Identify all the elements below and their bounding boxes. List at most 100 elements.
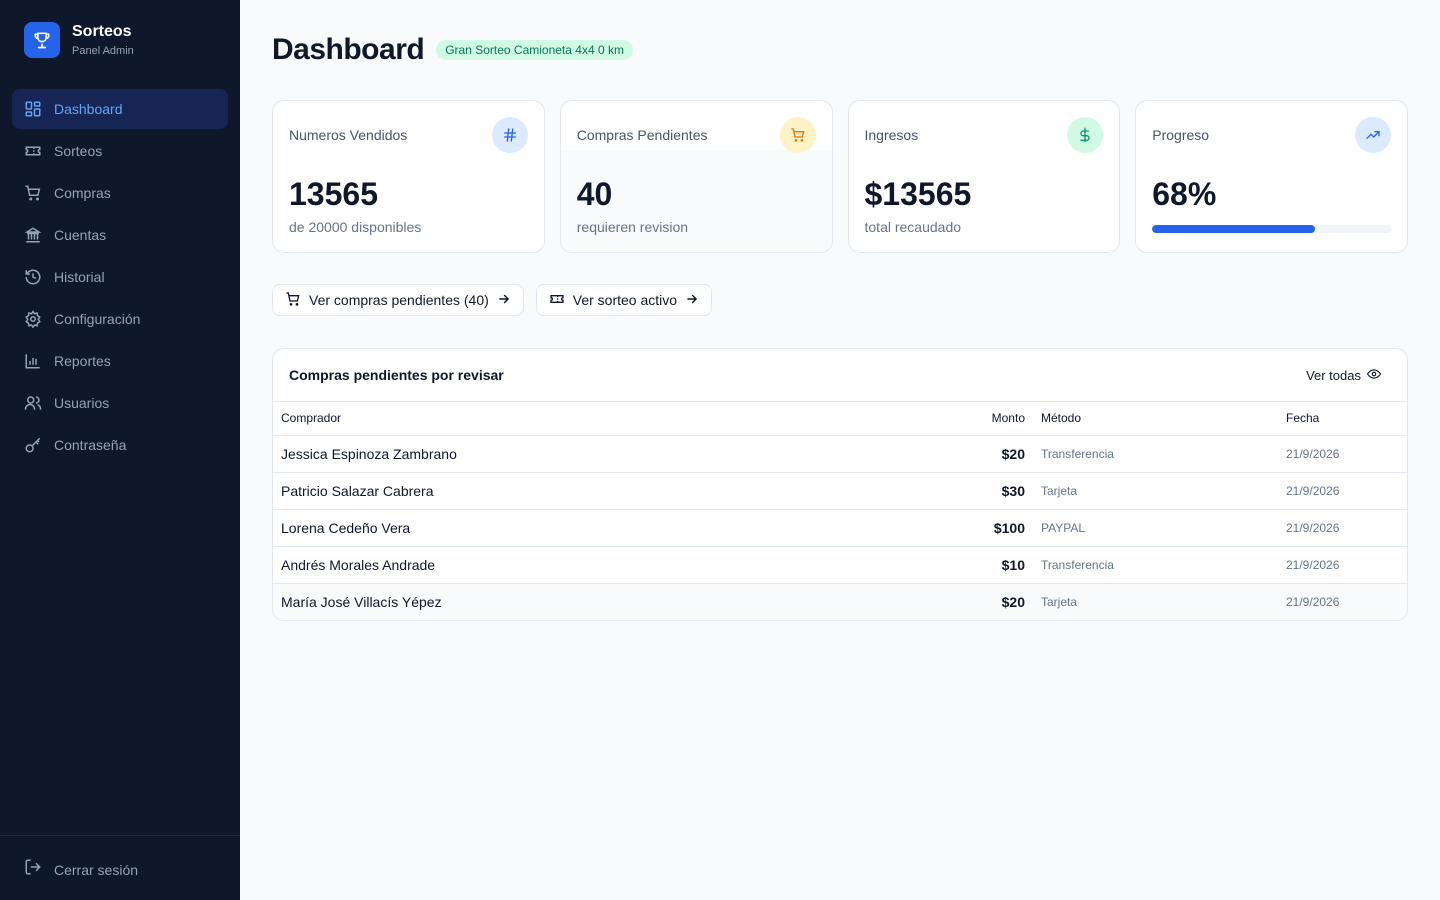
column-header-buyer[interactable]: Comprador [273,402,945,436]
stat-value: 13565 [289,176,378,212]
stat-label: Numeros Vendidos [289,127,408,143]
arrow-right-icon [685,292,699,309]
button-label: Ver compras pendientes (40) [309,292,489,308]
buyer-cell: Patricio Salazar Cabrera [273,472,945,510]
method-cell: Tarjeta [1033,472,1278,510]
sidebar-item-label: Dashboard [54,101,123,117]
sidebar-item-compras[interactable]: Compras [12,173,228,213]
gear-icon [24,310,42,328]
sidebar-item-reportes[interactable]: Reportes [12,341,228,381]
stat-card-pending-purchases[interactable]: Compras Pendientes 40 requieren revision [559,100,833,253]
eye-icon [1366,367,1382,384]
method-cell: PAYPAL [1033,509,1278,547]
sidebar-footer: Cerrar sesión [0,835,240,900]
progress-bar [1152,225,1393,233]
bank-icon [24,226,42,244]
sidebar-item-label: Sorteos [54,143,103,159]
method-cell: Transferencia [1033,546,1278,584]
table-row[interactable]: Patricio Salazar Cabrera $30 Tarjeta 21/… [273,472,1407,510]
table-header-row: Comprador Monto Método Fecha [273,402,1407,436]
active-raffle-badge: Gran Sorteo Camioneta 4x4 0 km [436,40,633,60]
view-all-button[interactable]: Ver todas [1296,363,1391,388]
date-cell: 21/9/2026 [1278,435,1407,473]
stat-card-progress: Progreso 68% [1135,100,1408,253]
sidebar-item-dashboard[interactable]: Dashboard [12,89,228,129]
buyer-cell: María José Villacís Yépez [281,593,442,610]
sidebar-item-contrasena[interactable]: Contraseña [12,425,228,465]
date-cell: 21/9/2026 [1286,594,1340,609]
button-label: Ver sorteo activo [572,292,678,308]
stat-label: Ingresos [864,127,919,143]
amount-cell: $30 [945,472,1033,510]
amount-cell: $100 [945,509,1033,547]
sidebar-item-cuentas[interactable]: Cuentas [12,215,228,255]
view-pending-purchases-button[interactable]: Ver compras pendientes (40) [272,284,524,316]
cart-icon [779,117,816,153]
logout-icon [24,858,42,881]
sidebar-nav: Dashboard Sorteos Compras Cuentas Histor… [12,89,228,467]
sidebar-item-historial[interactable]: Historial [12,257,228,297]
buyer-cell: Andrés Morales Andrade [273,546,945,584]
stat-label: Progreso [1152,127,1210,143]
table-row[interactable]: Lorena Cedeño Vera $100 PAYPAL 21/9/2026 [273,509,1407,547]
sidebar-item-label: Usuarios [54,395,110,411]
method-cell: Transferencia [1033,435,1278,473]
column-header-method[interactable]: Método [1033,402,1278,436]
purchases-table: Comprador Monto Método Fecha Jessica Esp… [273,402,1407,620]
brand-subtitle: Panel Admin [72,44,134,57]
buyer-cell: Lorena Cedeño Vera [273,509,945,547]
brand-title: Sorteos [72,22,132,40]
pending-purchases-table: Compras pendientes por revisar Ver todas… [272,348,1408,621]
date-cell: 21/9/2026 [1278,546,1407,584]
trophy-icon [24,22,60,58]
stat-value: 40 [576,176,613,212]
arrow-right-icon [497,292,511,309]
bar-chart-icon [24,352,42,370]
date-cell: 21/9/2026 [1278,509,1407,547]
page-header: Dashboard Gran Sorteo Camioneta 4x4 0 km [272,32,633,68]
ticket-icon [549,291,565,310]
stat-value: $13565 [864,176,972,212]
stat-card-revenue: Ingresos $13565 total recaudado [847,100,1121,253]
date-cell: 21/9/2026 [1278,472,1407,510]
button-label: Ver todas [1306,367,1361,383]
table-row[interactable]: Andrés Morales Andrade $10 Transferencia… [273,546,1407,584]
sidebar-item-label: Compras [54,185,111,201]
main-content: Dashboard Gran Sorteo Camioneta 4x4 0 km… [240,0,1440,900]
page-title: Dashboard [272,33,425,66]
view-active-raffle-button[interactable]: Ver sorteo activo [535,284,713,316]
stat-value: 68% [1152,176,1217,212]
sidebar-item-usuarios[interactable]: Usuarios [12,383,228,423]
amount-cell: $20 [1001,593,1025,610]
table-row[interactable]: Jessica Espinoza Zambrano $20 Transferen… [273,435,1407,473]
history-icon [24,268,42,286]
trending-up-icon [1355,117,1391,153]
logout-label: Cerrar sesión [54,861,139,878]
table-title: Compras pendientes por revisar [289,367,504,383]
sidebar-item-label: Contraseña [54,437,127,453]
stat-subtext: de 20000 disponibles [289,219,422,235]
logout-button[interactable]: Cerrar sesión [24,858,138,881]
column-header-amount[interactable]: Monto [945,402,1033,436]
sidebar-item-label: Configuración [54,311,141,327]
stat-card-sold-numbers: Numeros Vendidos 13565 de 20000 disponib… [272,100,545,253]
sidebar-item-configuracion[interactable]: Configuración [12,299,228,339]
sidebar-item-label: Historial [54,269,105,285]
cart-icon [24,184,42,202]
sidebar-item-label: Reportes [54,353,111,369]
users-icon [24,394,42,412]
ticket-icon [24,142,42,160]
stat-label: Compras Pendientes [576,127,708,143]
stat-subtext: total recaudado [864,219,962,235]
sidebar: Sorteos Panel Admin Dashboard Sorteos Co… [0,0,240,900]
sidebar-item-sorteos[interactable]: Sorteos [12,131,228,171]
column-header-date[interactable]: Fecha [1278,402,1407,436]
key-icon [24,436,42,454]
table-row[interactable]: María José Villacís Yépez $20 Tarjeta 21… [273,583,1407,620]
table-header: Compras pendientes por revisar Ver todas [273,349,1407,402]
dashboard-icon [24,100,42,118]
sidebar-item-label: Cuentas [54,227,107,243]
quick-actions: Ver compras pendientes (40) Ver sorteo a… [272,284,713,316]
hash-icon [491,117,528,153]
method-cell: Tarjeta [1041,594,1078,609]
